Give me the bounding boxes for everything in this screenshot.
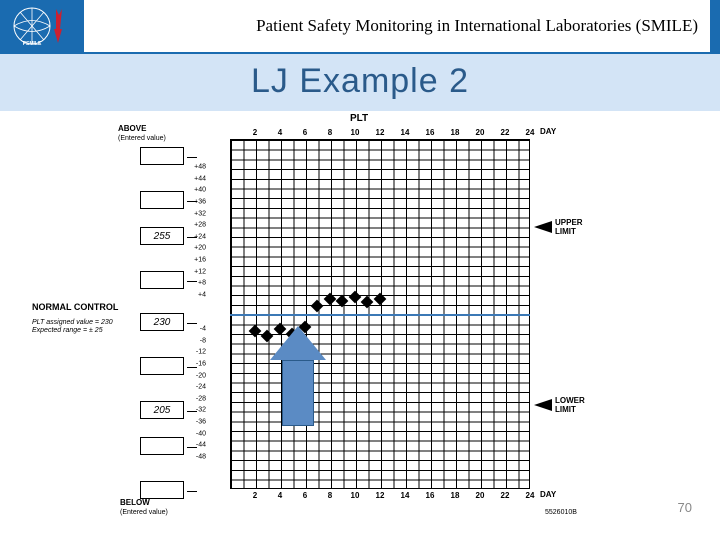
x-tick: 10: [351, 491, 360, 500]
y-minor-tick: +32: [194, 210, 206, 217]
normal-control-label: NORMAL CONTROL: [32, 303, 118, 313]
y-minor-tick: -12: [196, 349, 206, 356]
y-value-box: [140, 357, 184, 375]
data-point: [361, 296, 374, 309]
y-minor-tick: -28: [196, 395, 206, 402]
x-tick: 2: [253, 491, 257, 500]
y-minor-tick: -4: [200, 326, 206, 333]
upper-limit-label: UPPERLIMIT: [555, 219, 583, 237]
y-minor-tick: +16: [194, 257, 206, 264]
day-label-top: DAY: [540, 128, 556, 137]
y-minor-tick: +20: [194, 245, 206, 252]
x-tick: 8: [328, 491, 332, 500]
above-label: ABOVE (Entered value): [118, 125, 166, 143]
header-title: Patient Safety Monitoring in Internation…: [244, 10, 710, 42]
y-minor-tick: +24: [194, 233, 206, 240]
y-minor-tick: +28: [194, 222, 206, 229]
data-point: [336, 295, 349, 308]
y-value-box: [140, 191, 184, 209]
y-minor-tick: -48: [196, 454, 206, 461]
x-tick: 20: [476, 128, 485, 137]
x-tick: 22: [501, 128, 510, 137]
psmile-logo: PSMILE: [10, 5, 64, 47]
y-value-box: 230: [140, 313, 184, 331]
header-bar: PSMILE Patient Safety Monitoring in Inte…: [0, 0, 720, 54]
header-title-wrap: Patient Safety Monitoring in Internation…: [84, 0, 710, 52]
data-point: [324, 293, 337, 306]
upper-limit-arrow-icon: [534, 221, 552, 233]
y-minor-tick: +4: [198, 292, 206, 299]
y-minor-tick: -32: [196, 407, 206, 414]
y-minor-tick: -8: [200, 337, 206, 344]
y-value-box: [140, 437, 184, 455]
svg-text:PSMILE: PSMILE: [23, 41, 42, 47]
y-minor-tick: -24: [196, 384, 206, 391]
y-value-box: [140, 271, 184, 289]
x-tick: 22: [501, 491, 510, 500]
y-value-box: 255: [140, 227, 184, 245]
chart-title: PLT: [350, 113, 368, 124]
y-minor-tick: -44: [196, 442, 206, 449]
day-label-bottom: DAY: [540, 491, 556, 500]
y-minor-tick: -36: [196, 419, 206, 426]
normal-control-sub: PLT assigned value = 230 Expected range …: [32, 319, 113, 334]
x-tick: 24: [526, 491, 535, 500]
x-tick: 4: [278, 128, 282, 137]
y-minor-tick: +44: [194, 175, 206, 182]
slide-title-band: LJ Example 2: [0, 54, 720, 111]
x-tick: 4: [278, 491, 282, 500]
y-value-box: [140, 147, 184, 165]
x-tick: 24: [526, 128, 535, 137]
x-tick: 10: [351, 128, 360, 137]
y-minor-tick: +36: [194, 198, 206, 205]
y-minor-tick: -16: [196, 360, 206, 367]
y-value-box: [140, 481, 184, 499]
x-tick: 12: [376, 491, 385, 500]
lower-limit-arrow-icon: [534, 399, 552, 411]
mean-line: [230, 314, 530, 316]
x-tick: 16: [426, 128, 435, 137]
x-tick: 16: [426, 491, 435, 500]
x-tick: 14: [401, 128, 410, 137]
x-tick: 6: [303, 128, 307, 137]
y-value-box: 205: [140, 401, 184, 419]
data-point: [374, 293, 387, 306]
x-tick: 6: [303, 491, 307, 500]
y-minor-tick: +48: [194, 164, 206, 171]
x-tick: 18: [451, 128, 460, 137]
x-tick: 2: [253, 128, 257, 137]
y-minor-tick: +40: [194, 187, 206, 194]
chart-code: 5526010B: [545, 509, 577, 517]
page-number: 70: [678, 500, 692, 515]
lower-limit-label: LOWERLIMIT: [555, 397, 585, 415]
y-minor-tick: -40: [196, 430, 206, 437]
x-tick: 8: [328, 128, 332, 137]
y-minor-tick: +8: [198, 280, 206, 287]
below-label: BELOW (Entered value): [120, 499, 168, 517]
x-tick: 20: [476, 491, 485, 500]
trend-arrow-icon: [276, 326, 320, 426]
x-tick: 14: [401, 491, 410, 500]
lj-chart: PLT ABOVE (Entered value) BELOW (Entered…: [0, 111, 720, 521]
data-point: [311, 300, 324, 313]
y-minor-tick: +12: [194, 268, 206, 275]
slide-title: LJ Example 2: [0, 62, 720, 101]
x-tick: 12: [376, 128, 385, 137]
y-minor-tick: -20: [196, 372, 206, 379]
chart-grid: [230, 139, 530, 489]
x-tick: 18: [451, 491, 460, 500]
